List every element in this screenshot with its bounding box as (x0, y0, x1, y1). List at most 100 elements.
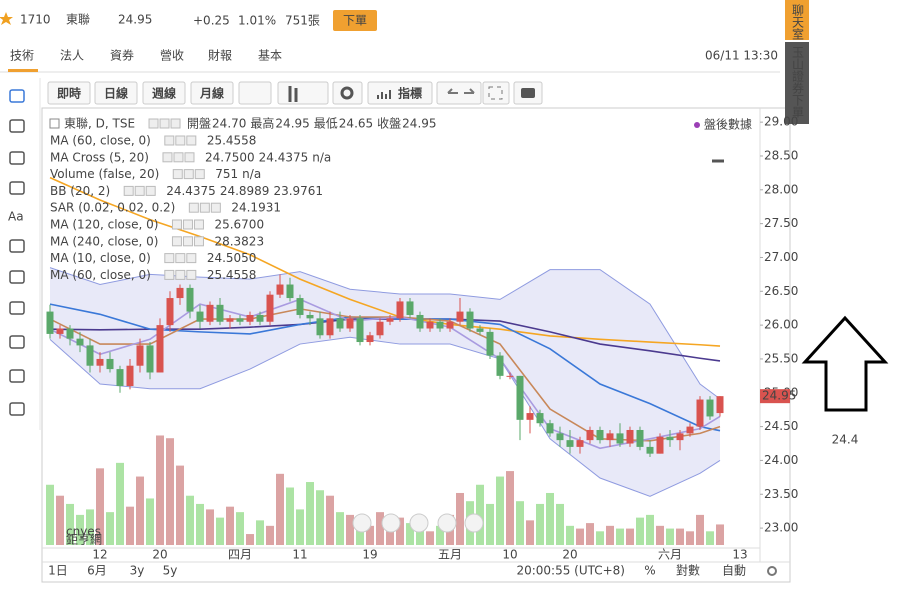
toolbar-button[interactable] (190, 81, 234, 105)
legend-control[interactable] (170, 118, 181, 129)
legend-control[interactable] (194, 169, 205, 180)
indicator-value: 24.7500 (205, 150, 255, 164)
legend-control[interactable] (162, 152, 173, 163)
legend-control[interactable] (186, 253, 197, 264)
sidebar-icon[interactable] (9, 181, 25, 195)
legend-control[interactable] (182, 219, 193, 230)
nav-tab[interactable]: 基本 (258, 49, 282, 63)
candle-body (46, 311, 54, 334)
legend-control[interactable] (199, 202, 210, 213)
nav-tab[interactable]: 資券 (110, 48, 134, 63)
legend-control[interactable] (193, 236, 204, 247)
star-icon[interactable] (0, 12, 13, 25)
after-hours-label[interactable]: 盤後數據 (704, 118, 752, 132)
legend-control[interactable] (182, 236, 193, 247)
legend-toggle[interactable] (49, 118, 60, 129)
candle-body (666, 436, 674, 441)
nav-tab[interactable]: 法人 (60, 49, 84, 63)
toolbar-button[interactable] (142, 81, 186, 105)
legend-control[interactable] (173, 152, 184, 163)
nav-tab[interactable]: 營收 (160, 49, 184, 63)
sidebar-icon[interactable] (9, 270, 25, 284)
range-button[interactable]: 1日 (48, 564, 68, 578)
bollinger-fill (50, 267, 720, 497)
scale-button[interactable]: 對數 (676, 564, 700, 578)
toolbar-button[interactable] (277, 81, 329, 105)
scroll-control[interactable] (409, 513, 429, 533)
scroll-control[interactable] (352, 513, 372, 533)
sidebar-icon[interactable] (9, 89, 25, 103)
legend-control[interactable] (164, 253, 175, 264)
candle-body (586, 429, 594, 441)
legend-control[interactable] (183, 169, 194, 180)
range-button[interactable]: 3y (130, 564, 145, 578)
legend-control[interactable] (134, 185, 145, 196)
legend-control[interactable] (159, 118, 170, 129)
legend-control[interactable] (175, 135, 186, 146)
chat-tab[interactable] (785, 0, 809, 40)
legend-control[interactable] (145, 185, 156, 196)
legend-control[interactable] (148, 118, 159, 129)
indicator-value: 24.5050 (207, 251, 257, 265)
sidebar-text-tool[interactable]: Aa (8, 210, 24, 224)
indicator-value: 24.8989 (220, 184, 270, 198)
scale-button[interactable]: % (644, 564, 655, 578)
legend-control[interactable] (175, 269, 186, 280)
sidebar-icon[interactable] (9, 119, 25, 133)
toolbar-button[interactable] (238, 81, 272, 105)
sidebar-icon[interactable] (9, 151, 25, 165)
range-button[interactable]: 5y (163, 564, 178, 578)
volume-bar (226, 506, 234, 545)
legend-control[interactable] (171, 219, 182, 230)
legend-control[interactable] (164, 135, 175, 146)
chat-tab-label[interactable]: 聊天室 (791, 4, 805, 40)
broker-tab[interactable] (785, 42, 809, 124)
toolbar-button[interactable] (332, 81, 363, 105)
legend-control[interactable] (123, 185, 134, 196)
scale-button[interactable]: 自動 (722, 564, 746, 578)
toolbar-button[interactable] (436, 81, 482, 105)
sidebar-icon[interactable] (9, 369, 25, 383)
settings-icon[interactable] (767, 566, 777, 576)
legend-control[interactable] (186, 269, 197, 280)
scroll-control[interactable] (437, 513, 457, 533)
nav-tab[interactable]: 財報 (208, 48, 232, 63)
legend-control[interactable] (186, 135, 197, 146)
legend-control[interactable] (193, 219, 204, 230)
legend-control[interactable] (188, 202, 199, 213)
candle-body (66, 328, 74, 339)
ohlc-label: 收盤 (377, 117, 401, 131)
legend-control[interactable] (172, 169, 183, 180)
legend-control[interactable] (175, 253, 186, 264)
toolbar-button[interactable] (47, 81, 91, 105)
toolbar-label[interactable]: 月線 (199, 86, 224, 101)
logo: 鉅亨網 (66, 532, 102, 547)
sidebar-icon[interactable] (9, 301, 25, 315)
candle-body (686, 426, 694, 434)
toolbar-label[interactable]: 週線 (152, 86, 176, 101)
order-button-label[interactable]: 下單 (343, 14, 367, 28)
sidebar-icon[interactable] (9, 335, 25, 349)
volume-bar (576, 528, 584, 545)
broker-tab-label[interactable]: 玉山證券下單 (791, 46, 805, 118)
toolbar-label[interactable]: 即時 (57, 86, 81, 101)
toolbar-label[interactable]: 指標 (398, 86, 422, 101)
legend-control[interactable] (184, 152, 195, 163)
toolbar-button[interactable] (367, 81, 433, 105)
candle-body (426, 321, 434, 329)
legend-control[interactable] (164, 269, 175, 280)
toolbar-label[interactable]: 日線 (104, 86, 128, 101)
range-button[interactable]: 6月 (87, 564, 107, 578)
legend-control[interactable] (171, 236, 182, 247)
active-tab-underline (8, 69, 38, 72)
volume-bar (396, 517, 404, 545)
legend-control[interactable] (210, 202, 221, 213)
sidebar-icon[interactable] (9, 239, 25, 253)
toolbar-button[interactable] (482, 81, 510, 105)
scroll-control[interactable] (381, 513, 401, 533)
toolbar-button[interactable] (94, 81, 138, 105)
nav-tab[interactable]: 技術 (10, 49, 34, 63)
scroll-control[interactable] (464, 513, 484, 533)
order-button[interactable] (333, 10, 377, 31)
sidebar-icon[interactable] (9, 402, 25, 416)
